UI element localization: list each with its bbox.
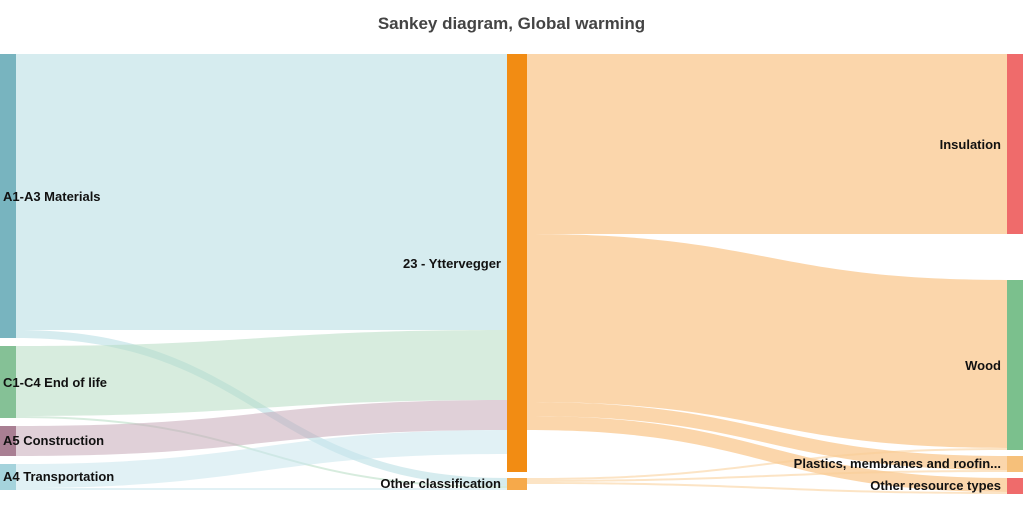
label-ytter: 23 - Yttervegger [403,256,501,271]
label-ores: Other resource types [870,478,1001,493]
label-other: Other classification [380,476,501,491]
label-wood: Wood [965,358,1001,373]
link-ytter-insul [527,54,1007,234]
sankey-svg: A1-A3 Materials C1-C4 End of life A5 Const… [0,0,1023,512]
node-ores[interactable] [1007,478,1023,494]
node-wood[interactable] [1007,280,1023,450]
label-a1a3: A1-A3 Materials [3,189,101,204]
label-insul: Insulation [940,137,1001,152]
node-other[interactable] [507,478,527,490]
sankey-chart: Sankey diagram, Global warming A1-A3 Mat… [0,0,1023,512]
node-plast[interactable] [1007,456,1023,472]
label-a5: A5 Construction [3,433,104,448]
label-plast: Plastics, membranes and roofin... [794,456,1001,471]
node-ytter[interactable] [507,54,527,472]
label-c1c4: C1-C4 End of life [3,375,107,390]
node-insul[interactable] [1007,54,1023,234]
label-a4: A4 Transportation [3,469,114,484]
